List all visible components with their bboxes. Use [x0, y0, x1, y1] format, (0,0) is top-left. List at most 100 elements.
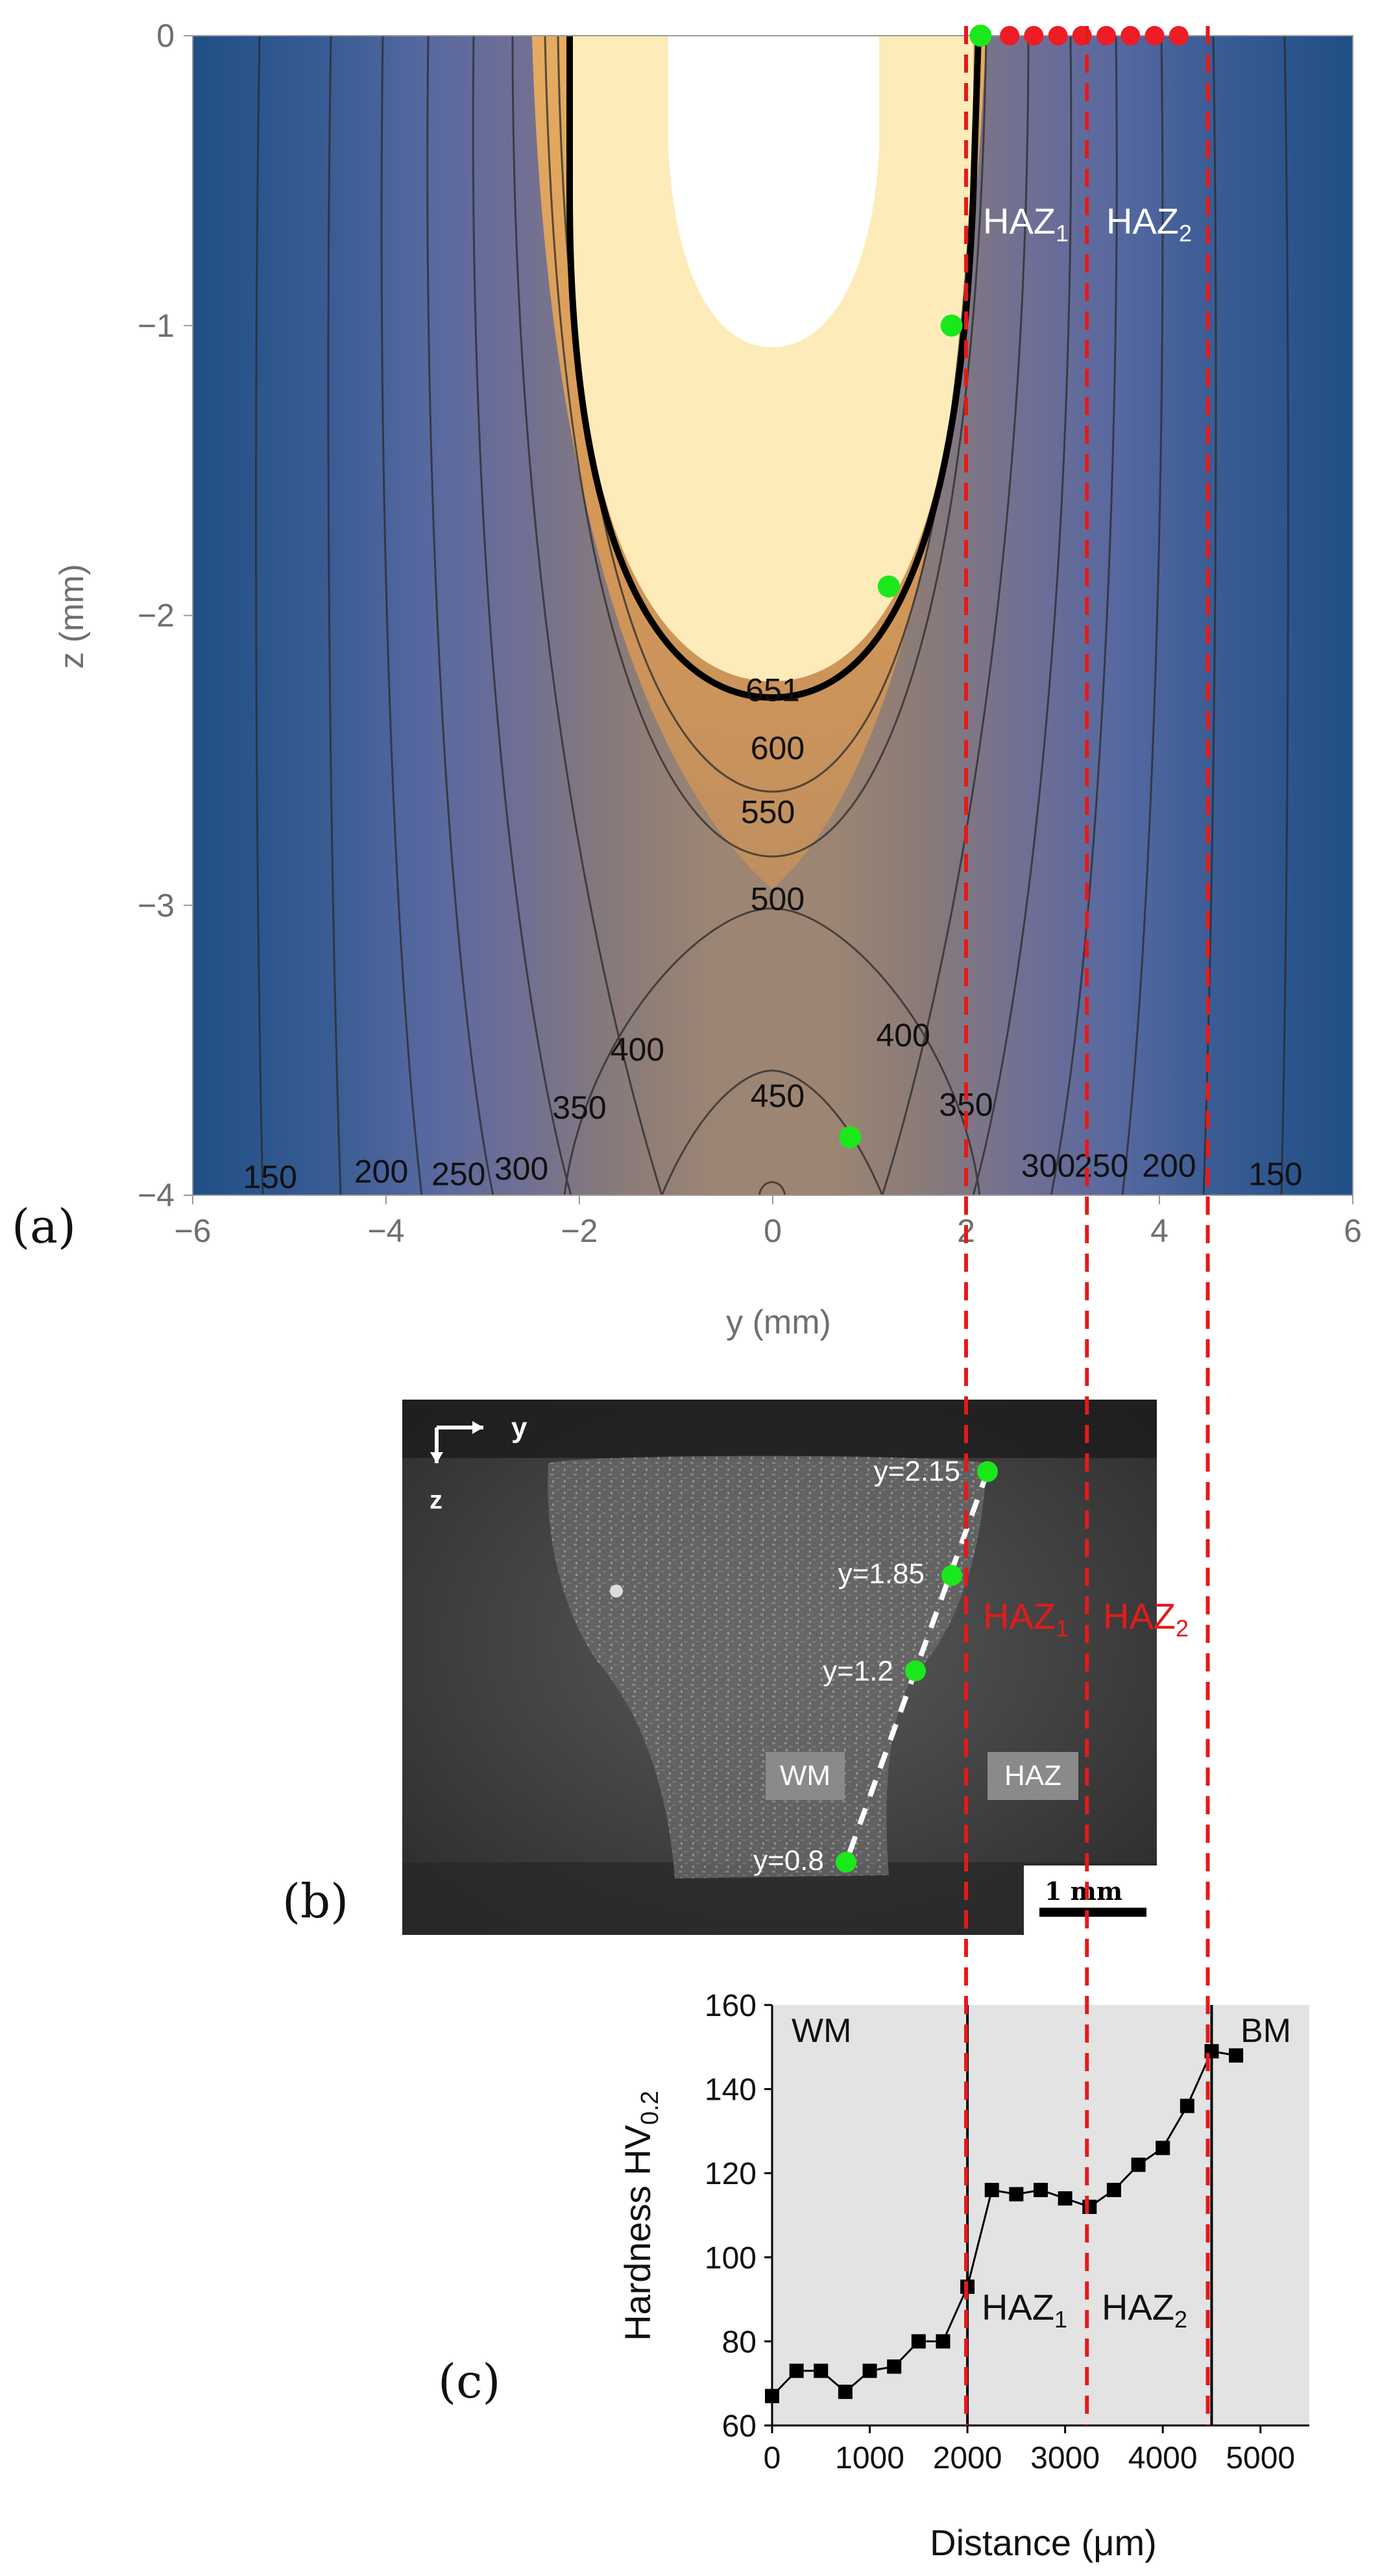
red-sample-point: [1169, 26, 1189, 45]
haz1-label-b: HAZ1: [983, 1596, 1069, 1642]
green-sample-point: [940, 314, 963, 337]
y-tick-label: −4: [138, 1177, 175, 1213]
hardness-point: [1034, 2183, 1048, 2198]
inclusion-dot: [610, 1585, 623, 1598]
hardness-point: [1180, 2098, 1194, 2113]
hardness-point: [1106, 2183, 1121, 2198]
hardness-point: [1156, 2141, 1170, 2156]
hardness-plot-area: [772, 2005, 1309, 2425]
arrowhead-icon: [430, 1421, 483, 1463]
panel-b-label: (b): [282, 1874, 348, 1928]
hardness-x-tick-label: 4000: [1128, 2441, 1198, 2475]
axis-y-label-b: y: [511, 1412, 527, 1444]
contour-label: 300: [494, 1150, 548, 1187]
red-sample-point: [1096, 26, 1117, 45]
y-tick-label: −2: [138, 598, 175, 634]
hardness-point: [984, 2183, 999, 2198]
weld-metal-region: [548, 1455, 986, 1878]
red-sample-point: [1048, 26, 1068, 45]
axis-ticks: −6−4−202460−1−2−3−4: [138, 18, 1362, 1249]
green-sample-point: [969, 25, 992, 47]
green-sample-point: [839, 1126, 862, 1148]
hardness-x-tick-label: 0: [764, 2441, 781, 2475]
micrograph-points: y=2.15 y=1.85 y=1.2 y=0.8: [753, 1455, 998, 1877]
contour-label: 250: [1074, 1147, 1128, 1184]
micrograph-point-label: y=1.2: [823, 1655, 893, 1687]
hardness-point: [789, 2363, 804, 2378]
micrograph-point: [836, 1852, 856, 1873]
contour-label: 600: [751, 730, 805, 766]
hardness-point: [862, 2363, 877, 2378]
scale-bar-label: 1 mm: [1045, 1877, 1122, 1906]
wm-label: WM: [780, 1760, 830, 1792]
x-axis-label: y (mm): [726, 1304, 831, 1341]
contour-label: 150: [1248, 1156, 1302, 1193]
red-sample-point: [1072, 26, 1092, 45]
x-tick-label: 6: [1344, 1213, 1362, 1249]
hardness-panel: 0 1000 2000 3000 4000 5000 60 80 100 120 140 160 WM…: [438, 1989, 1309, 2563]
haz-label: HAZ: [1004, 1760, 1061, 1792]
haz2-label-c: HAZ2: [1102, 2287, 1187, 2333]
haz-label-box: [987, 1752, 1078, 1800]
contour-label: 150: [243, 1159, 297, 1195]
haz2-label-a: HAZ2: [1106, 200, 1192, 247]
contour-label: 400: [611, 1032, 664, 1068]
micrograph-point: [941, 1565, 962, 1586]
red-sample-point: [1024, 26, 1044, 45]
x-tick-label: 4: [1150, 1213, 1169, 1249]
hardness-ticks: 0 1000 2000 3000 4000 5000 60 80 100 120 140 160: [705, 1989, 1295, 2475]
micrograph-panel: y z y=2.15 y=1.85 y=1.2 y=0.8 WM HAZ HAZ1 H…: [282, 1400, 1189, 1935]
zone-divider-lines: [964, 26, 1210, 2425]
y-tick-label: −3: [138, 887, 175, 923]
contour-label: 400: [876, 1017, 930, 1053]
micrograph-point-label: y=2.15: [874, 1455, 960, 1487]
micrograph-point: [905, 1660, 926, 1681]
y-tick-label: 0: [156, 18, 175, 54]
panel-a-label: (a): [12, 1199, 76, 1254]
hardness-x-label: Distance (μm): [930, 2522, 1157, 2563]
contour-label: 350: [552, 1089, 606, 1126]
scale-bar: [1039, 1908, 1146, 1917]
hardness-y-tick-label: 80: [722, 2325, 757, 2359]
hardness-point: [1082, 2200, 1097, 2215]
hardness-point: [1229, 2048, 1244, 2063]
melt-boundary: [566, 36, 982, 701]
y-tick-label: −1: [138, 308, 175, 344]
contour-label: 651: [745, 672, 799, 709]
scale-bar-box: [1024, 1865, 1157, 1935]
hardness-point: [838, 2385, 853, 2400]
hardness-y-tick-label: 140: [705, 2073, 757, 2108]
hardness-x-tick-label: 3000: [1030, 2441, 1100, 2475]
x-tick-label: −6: [174, 1213, 211, 1249]
haz2-label-b: HAZ2: [1103, 1596, 1189, 1642]
bm-label-c: BM: [1241, 2012, 1291, 2050]
micrograph-top-band: [402, 1400, 1157, 1458]
x-tick-label: 0: [764, 1213, 782, 1249]
wm-label-box: [766, 1752, 845, 1800]
melt-pool-core: [668, 36, 879, 347]
hardness-point: [887, 2359, 902, 2374]
hardness-point: [1058, 2191, 1072, 2206]
hardness-y-tick-label: 160: [705, 1989, 757, 2023]
hardness-point: [911, 2334, 926, 2349]
contour-label: 550: [741, 794, 795, 830]
axis-z-label-b: z: [430, 1486, 442, 1514]
hardness-y-tick-label: 60: [722, 2409, 757, 2444]
x-tick-label: −4: [367, 1213, 404, 1249]
hardness-point: [814, 2363, 829, 2378]
red-sample-point: [1145, 26, 1165, 45]
haz1-label-c: HAZ1: [982, 2287, 1067, 2333]
hardness-point: [1131, 2157, 1146, 2172]
y-axis-label: z (mm): [53, 564, 91, 669]
contour-label: 200: [354, 1153, 408, 1189]
wm-label-c: WM: [792, 2012, 851, 2050]
hardness-y-tick-label: 100: [705, 2241, 757, 2276]
contour-lines: [255, 36, 1289, 1195]
hardness-x-tick-label: 2000: [933, 2441, 1002, 2475]
red-sample-point: [1120, 26, 1141, 45]
micrograph-point-label: y=1.85: [838, 1558, 925, 1590]
hardness-point: [1009, 2187, 1024, 2202]
micrograph-point-label: y=0.8: [753, 1845, 824, 1877]
